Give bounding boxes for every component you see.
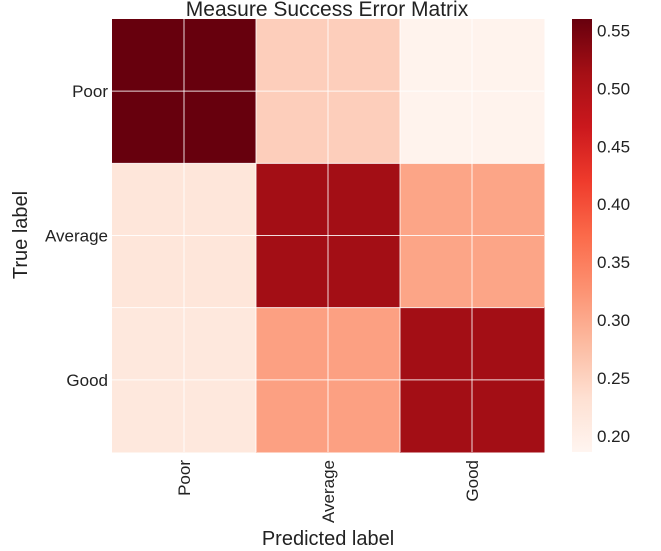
colorbar-tick-label: 0.25 [597,369,630,388]
y-tick-label-good: Good [66,371,108,390]
colorbar-tick-label: 0.55 [597,22,630,41]
colorbar-ticks: 0.20 0.25 0.30 0.35 0.40 0.45 0.50 0.55 [597,22,630,446]
colorbar: 0.20 0.25 0.30 0.35 0.40 0.45 0.50 0.55 [572,19,630,452]
y-tick-label-poor: Poor [72,82,108,101]
x-tick-label-good: Good [463,460,482,502]
colorbar-tick-label: 0.40 [597,195,630,214]
chart-title: Measure Success Error Matrix [186,0,469,21]
colorbar-tick-label: 0.20 [597,427,630,446]
x-tick-labels: Poor Average Good [175,460,482,523]
y-axis-label: True label [10,191,32,279]
colorbar-tick-label: 0.45 [597,137,630,156]
colorbar-tick-label: 0.50 [597,79,630,98]
x-axis-label: Predicted label [262,528,394,550]
colorbar-tick-label: 0.35 [597,253,630,272]
colorbar-tick-label: 0.30 [597,311,630,330]
y-tick-labels: Poor Average Good [45,82,108,390]
x-tick-label-poor: Poor [175,460,194,496]
colorbar-gradient [572,19,592,452]
x-tick-label-average: Average [319,460,338,523]
heatmap-gridlines [112,19,544,452]
y-tick-label-average: Average [45,227,108,246]
